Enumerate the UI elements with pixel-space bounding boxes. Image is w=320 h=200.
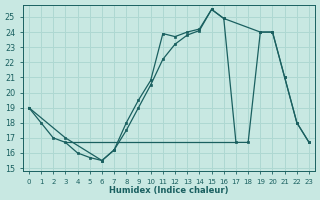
X-axis label: Humidex (Indice chaleur): Humidex (Indice chaleur) <box>109 186 229 195</box>
